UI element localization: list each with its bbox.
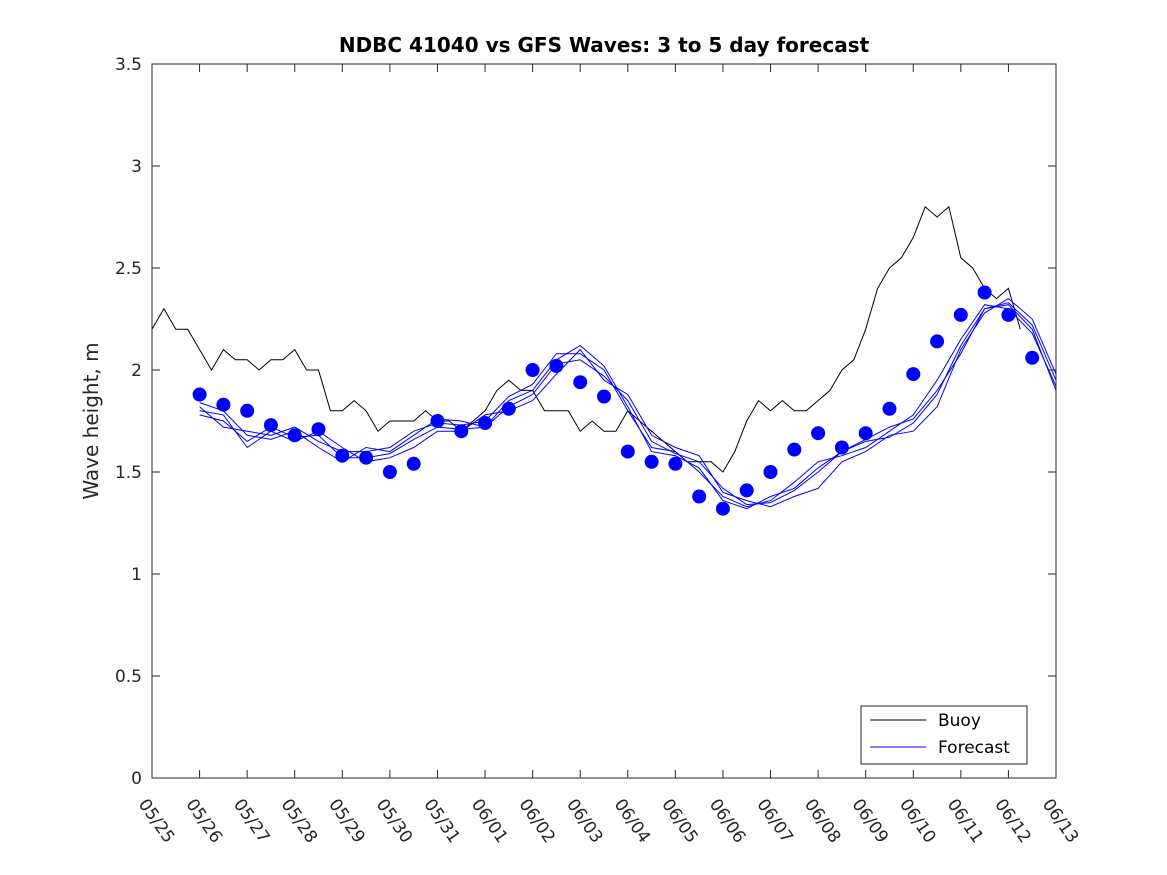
buoy-line	[151, 205, 1021, 473]
forecast-marker	[335, 448, 350, 463]
forecast-marker	[1025, 350, 1040, 365]
forecast-marker	[763, 465, 778, 479]
forecast-marker	[216, 397, 231, 412]
forecast-marker	[501, 401, 516, 416]
forecast-marker	[787, 442, 802, 457]
forecast-marker	[739, 483, 754, 498]
y-tick-label: 0	[131, 769, 142, 789]
forecast-marker	[930, 334, 945, 349]
series-layer	[151, 205, 1057, 516]
forecast-marker	[668, 456, 683, 471]
legend-label-buoy: Buoy	[938, 711, 981, 731]
forecast-marker	[525, 363, 540, 377]
forecast-marker	[192, 387, 207, 402]
forecast-marker	[597, 389, 611, 404]
plot-background	[152, 64, 1056, 778]
y-axis-label: Wave height, m	[79, 342, 103, 499]
forecast-marker	[620, 444, 635, 459]
forecast-marker	[549, 358, 564, 373]
forecast-marker	[382, 465, 397, 479]
y-tick-label: 1	[131, 565, 142, 585]
forecast-marker	[811, 426, 826, 441]
forecast-marker	[263, 418, 278, 433]
legend-label-forecast: Forecast	[938, 738, 1010, 758]
y-tick-label: 0.5	[115, 667, 142, 687]
forecast-marker	[311, 422, 326, 437]
y-tick-label: 2	[131, 361, 142, 381]
forecast-marker	[906, 367, 921, 382]
forecast-marker	[644, 454, 659, 469]
forecast-marker	[858, 426, 873, 441]
forecast-marker	[977, 285, 992, 300]
forecast-marker	[240, 403, 255, 418]
forecast-marker	[454, 424, 469, 439]
forecast-marker	[882, 401, 897, 416]
legend: Buoy Forecast	[860, 705, 1028, 765]
forecast-marker	[478, 416, 493, 430]
y-tick-label: 3.5	[115, 55, 142, 75]
forecast-marker	[1001, 307, 1016, 322]
forecast-marker	[834, 440, 849, 455]
forecast-marker	[430, 414, 445, 428]
forecast-line	[199, 297, 1057, 508]
y-tick-label: 2.5	[115, 259, 142, 279]
forecast-marker	[406, 456, 421, 471]
forecast-marker	[692, 489, 707, 504]
forecast-marker	[573, 375, 588, 390]
chart-title: NDBC 41040 vs GFS Waves: 3 to 5 day fore…	[339, 33, 870, 57]
forecast-marker	[715, 501, 730, 516]
legend-box	[860, 705, 1028, 765]
y-tick-label: 3	[131, 157, 142, 177]
y-tick-label: 1.5	[115, 463, 142, 483]
forecast-marker	[287, 428, 302, 443]
forecast-marker	[359, 450, 374, 465]
axes-box	[151, 63, 1057, 779]
y-axis: 0 0.5 1 1.5 2 2.5 3 3.5	[115, 55, 1056, 789]
forecast-marker	[953, 307, 968, 322]
